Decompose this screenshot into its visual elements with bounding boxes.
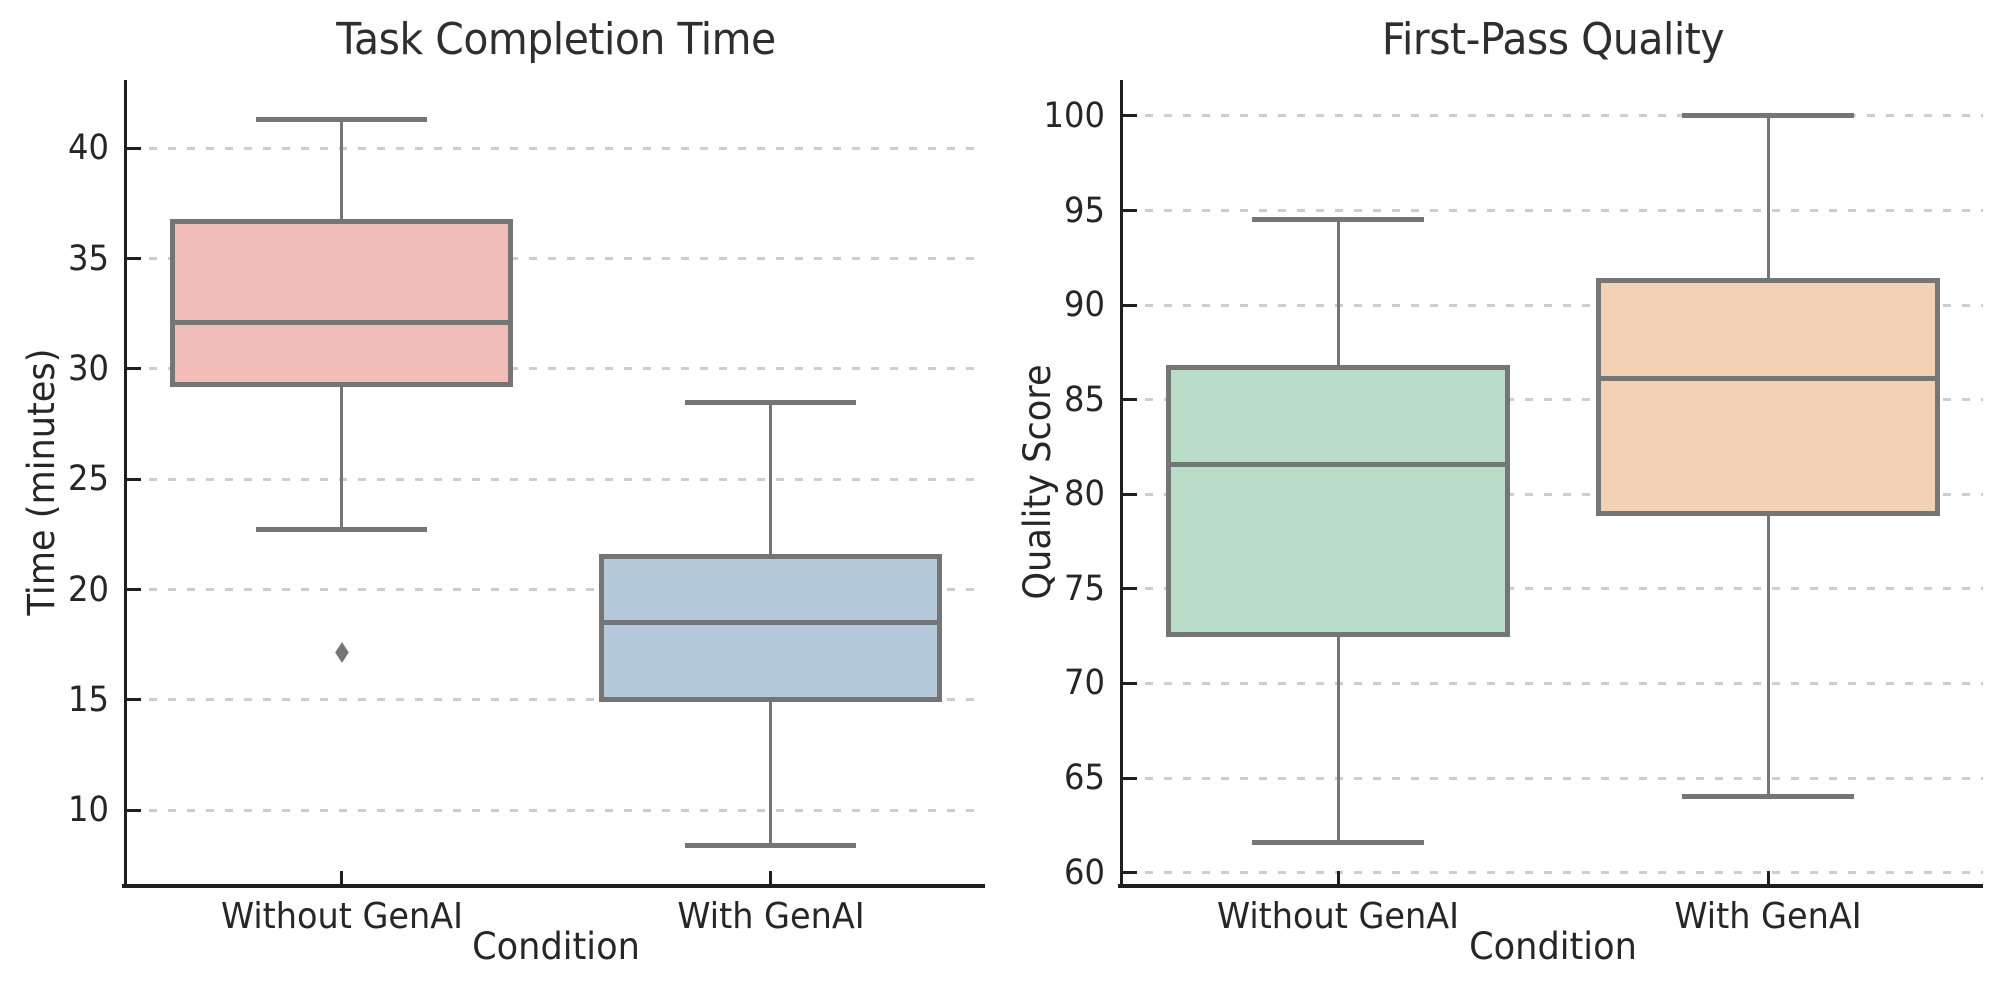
x-tick-mark-2 xyxy=(1766,871,1770,884)
y-tick-mark-80 xyxy=(1123,492,1137,496)
gridline-y-75 xyxy=(1126,587,1983,591)
y-tick-mark-40 xyxy=(127,146,141,150)
y-tick-label-60: 60 xyxy=(1064,852,1105,893)
whisker-cap-high xyxy=(684,399,857,405)
y-tick-mark-100 xyxy=(1123,114,1137,118)
y-tick-mark-65 xyxy=(1123,776,1137,780)
gridline-y-65 xyxy=(1126,776,1983,780)
x-axis-spine xyxy=(1118,884,1983,888)
gridline-y-35 xyxy=(130,257,985,261)
y-tick-mark-25 xyxy=(127,477,141,481)
gridline-y-95 xyxy=(1126,209,1983,213)
y-tick-mark-75 xyxy=(1123,587,1137,591)
y-tick-label-95: 95 xyxy=(1064,190,1105,231)
y-tick-mark-30 xyxy=(127,367,141,371)
y-tick-label-90: 90 xyxy=(1064,285,1105,326)
gridline-y-100 xyxy=(1126,114,1983,118)
y-axis-spine xyxy=(124,80,127,888)
y-tick-label-85: 85 xyxy=(1064,379,1105,420)
y-axis-spine xyxy=(1120,80,1123,888)
outlier-diamond: ◆ xyxy=(334,635,349,667)
x-tick-mark-2 xyxy=(769,871,772,884)
whisker-cap-high xyxy=(255,117,428,123)
x-axis-label: Condition xyxy=(472,925,640,968)
gridline-y-25 xyxy=(130,477,985,481)
gridline-y-60 xyxy=(1126,871,1983,875)
y-tick-mark-60 xyxy=(1123,871,1137,875)
median-line xyxy=(1166,461,1510,467)
box-without-genai xyxy=(169,218,514,387)
x-axis-spine xyxy=(122,884,985,888)
gridline-y-10 xyxy=(130,808,985,812)
y-tick-label-10: 10 xyxy=(68,790,109,831)
gridline-y-90 xyxy=(1126,303,1983,307)
whisker-cap-low xyxy=(1252,839,1424,845)
box-without-genai xyxy=(1166,365,1510,637)
whisker-cap-low xyxy=(255,527,428,533)
x-tick-mark-1 xyxy=(340,871,343,884)
y-tick-label-75: 75 xyxy=(1064,568,1105,609)
y-tick-label-100: 100 xyxy=(1043,95,1105,136)
chart-title: Task Completion Time xyxy=(336,14,776,65)
gridline-y-85 xyxy=(1126,398,1983,402)
y-tick-label-15: 15 xyxy=(68,679,109,720)
whisker-cap-high xyxy=(1682,113,1854,119)
y-tick-mark-85 xyxy=(1123,398,1137,402)
x-tick-label-1: Without GenAI xyxy=(220,896,463,937)
gridline-y-70 xyxy=(1126,681,1983,685)
y-tick-label-70: 70 xyxy=(1064,663,1105,704)
x-tick-label-2: With GenAI xyxy=(1674,896,1862,937)
y-tick-mark-10 xyxy=(127,808,141,812)
x-tick-label-2: With GenAI xyxy=(676,896,865,937)
whisker-cap-low xyxy=(1682,794,1854,800)
x-tick-label-1: Without GenAI xyxy=(1216,896,1460,937)
gridline-y-30 xyxy=(130,367,985,371)
y-tick-label-65: 65 xyxy=(1064,758,1105,799)
x-axis-label: Condition xyxy=(1469,925,1637,968)
y-tick-label-25: 25 xyxy=(68,459,109,500)
y-tick-label-80: 80 xyxy=(1064,474,1105,515)
y-tick-mark-90 xyxy=(1123,303,1137,307)
y-tick-label-35: 35 xyxy=(68,238,109,279)
y-tick-mark-20 xyxy=(127,588,141,592)
median-line xyxy=(598,620,943,626)
y-tick-label-20: 20 xyxy=(68,569,109,610)
y-tick-mark-35 xyxy=(127,257,141,261)
gridline-y-80 xyxy=(1126,492,1983,496)
box-with-genai xyxy=(1596,278,1940,516)
y-tick-mark-70 xyxy=(1123,681,1137,685)
box-with-genai xyxy=(598,553,943,703)
y-tick-label-40: 40 xyxy=(68,128,109,169)
y-tick-label-30: 30 xyxy=(68,348,109,389)
chart-title: First-Pass Quality xyxy=(1381,14,1725,65)
median-line xyxy=(1596,376,1940,382)
y-tick-mark-15 xyxy=(127,698,141,702)
median-line xyxy=(169,320,514,326)
gridline-y-40 xyxy=(130,146,985,150)
whisker-cap-low xyxy=(684,842,857,848)
whisker-cap-high xyxy=(1252,217,1424,223)
y-tick-mark-95 xyxy=(1123,209,1137,213)
gridline-y-20 xyxy=(130,588,985,592)
gridline-y-15 xyxy=(130,698,985,702)
x-tick-mark-1 xyxy=(1336,871,1340,884)
